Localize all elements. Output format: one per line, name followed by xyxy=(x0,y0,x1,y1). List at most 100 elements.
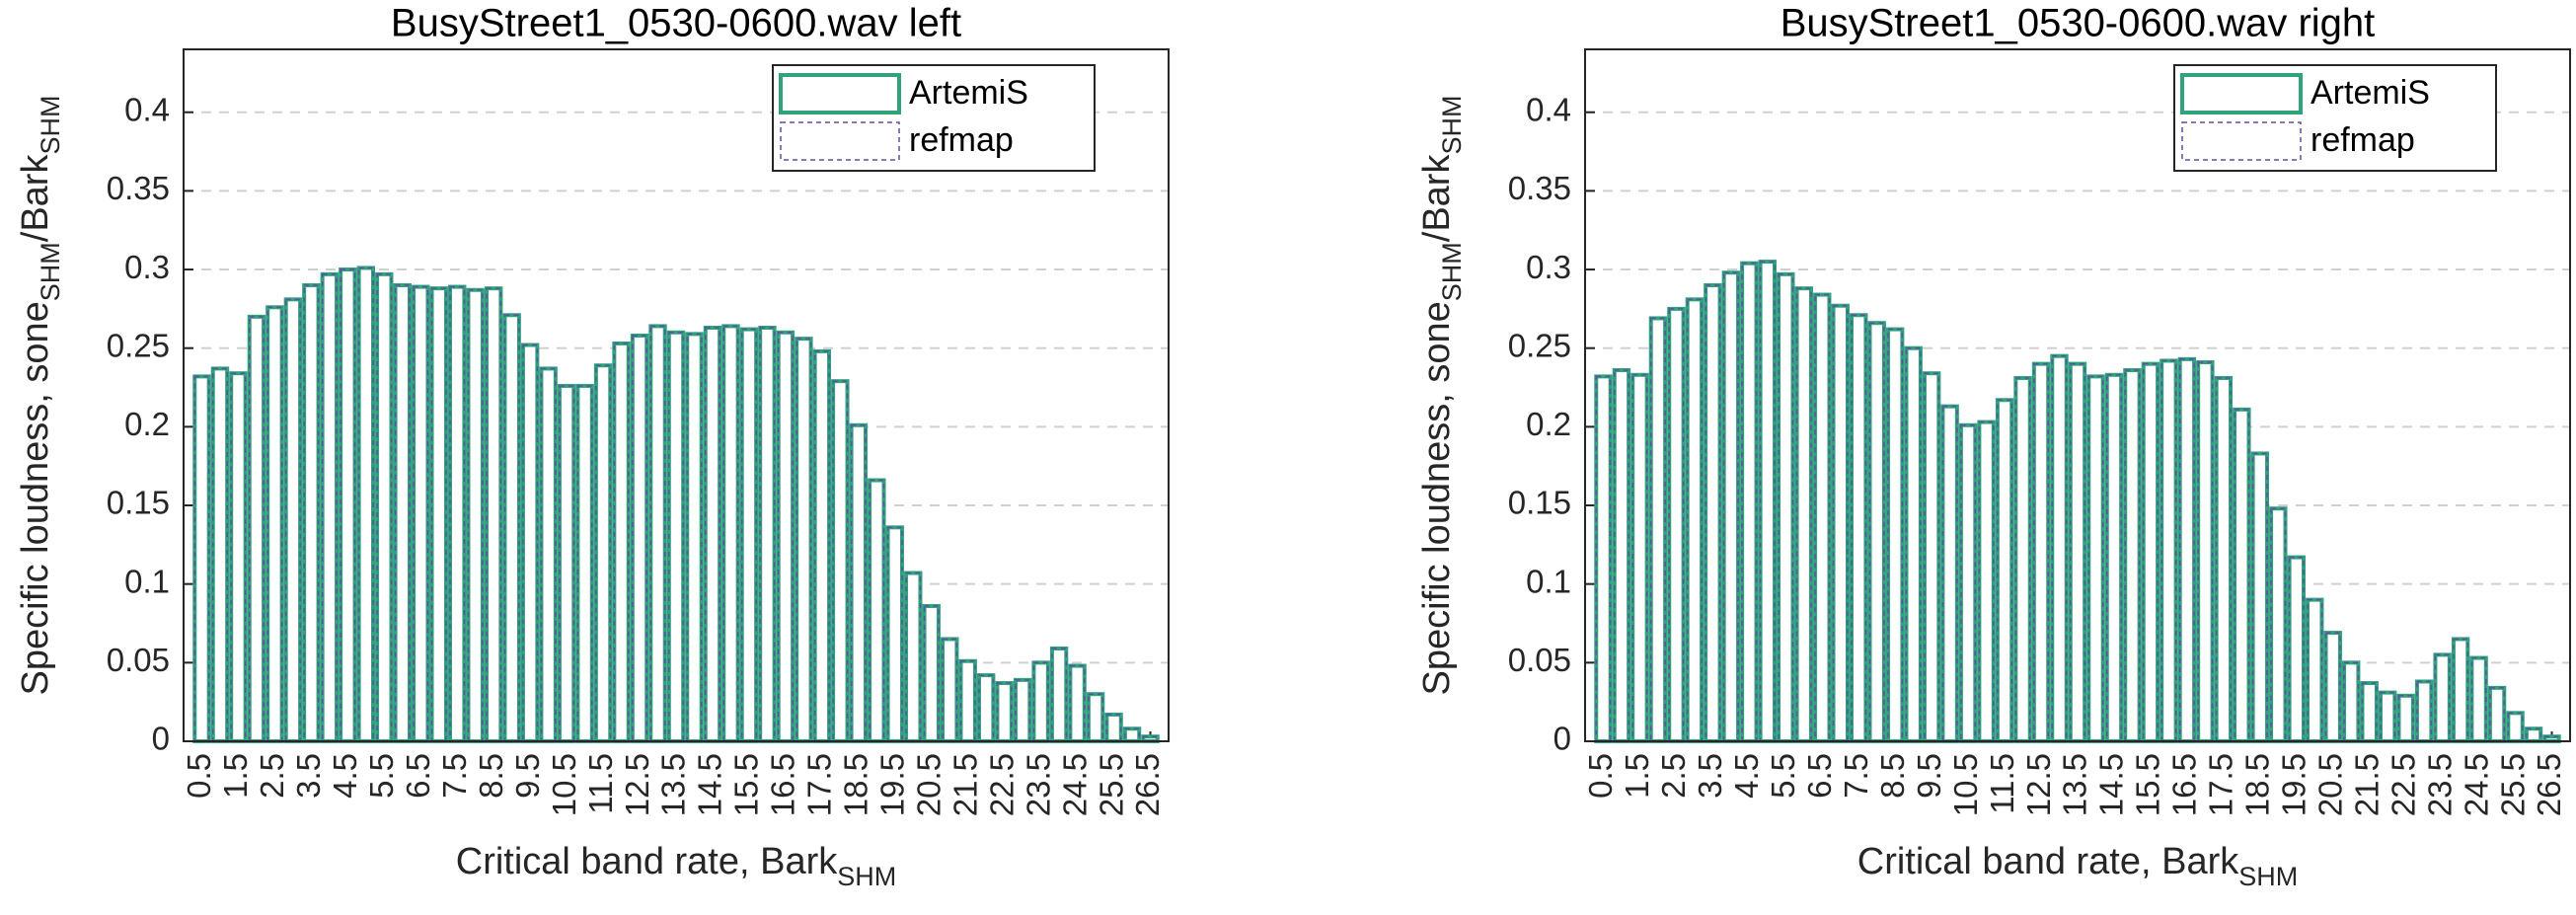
x-tick-label: 9.5 xyxy=(509,753,546,799)
bar xyxy=(942,638,958,742)
x-tick-label: 22.5 xyxy=(983,753,1020,816)
bar xyxy=(2031,361,2051,743)
bar xyxy=(648,324,667,743)
bar xyxy=(303,284,320,742)
bar xyxy=(1685,297,1705,743)
x-tick-label: 4.5 xyxy=(327,753,363,799)
bar xyxy=(2507,712,2524,742)
x-tick-label: 3.5 xyxy=(290,753,327,799)
bar xyxy=(885,525,904,743)
y-axis-label: Specific loudness, soneSHM/BarkSHM xyxy=(15,96,65,696)
legend-label: refmap xyxy=(909,121,1014,159)
bar xyxy=(1924,372,1940,742)
bar xyxy=(502,313,521,743)
bar xyxy=(1758,260,1778,743)
x-tick-label: 23.5 xyxy=(2421,753,2458,816)
bar xyxy=(2068,361,2087,743)
y-tick-label: 0.4 xyxy=(1526,91,1571,127)
y-axis-label-part: SHM xyxy=(1437,242,1467,301)
x-tick-label: 21.5 xyxy=(2348,753,2385,816)
bar xyxy=(976,673,996,743)
y-tick-label: 0.3 xyxy=(1526,249,1571,285)
bar xyxy=(630,333,649,743)
bar xyxy=(2433,652,2452,743)
bar xyxy=(739,327,759,743)
bar xyxy=(2380,691,2396,742)
bar xyxy=(394,284,411,742)
bar xyxy=(2361,682,2378,742)
y-axis-label-part: /Bark xyxy=(1416,154,1458,243)
bar xyxy=(1631,374,1648,742)
x-axis-label: Critical band rate, BarkSHM xyxy=(456,841,897,891)
bar xyxy=(247,314,266,743)
x-tick-label: 6.5 xyxy=(1801,753,1838,799)
bar xyxy=(2360,681,2379,743)
bar xyxy=(1813,292,1832,743)
bar xyxy=(812,348,832,743)
x-tick-label: 21.5 xyxy=(947,753,983,816)
legend-swatch xyxy=(2180,73,2303,114)
bar xyxy=(2524,726,2543,743)
bar xyxy=(1612,368,1631,743)
y-axis-label: Specific loudness, soneSHM/BarkSHM xyxy=(1416,96,1467,696)
x-tick-label: 7.5 xyxy=(436,753,473,799)
bar xyxy=(868,478,886,743)
bar xyxy=(320,271,340,743)
bar xyxy=(2287,555,2306,743)
x-tick-label: 17.5 xyxy=(2203,753,2239,816)
bar xyxy=(448,284,467,743)
y-tick-label: 0.1 xyxy=(124,563,170,599)
bar xyxy=(2324,632,2341,742)
y-axis-label-part: Specific loudness, sone xyxy=(1416,301,1458,695)
bar xyxy=(2104,372,2124,743)
bar xyxy=(2453,638,2469,742)
y-tick-label: 0.15 xyxy=(107,485,170,521)
bar xyxy=(520,343,540,743)
bar xyxy=(2196,360,2215,743)
bar xyxy=(1031,660,1050,743)
bar xyxy=(869,479,885,742)
bar xyxy=(685,332,704,743)
axes-box xyxy=(1584,48,2571,742)
x-tick-label: 25.5 xyxy=(1093,753,1129,816)
bar xyxy=(776,330,796,743)
bar xyxy=(321,273,338,742)
bar xyxy=(484,286,503,743)
bar xyxy=(1630,372,1649,743)
x-tick-label: 5.5 xyxy=(1765,753,1801,799)
bar xyxy=(539,366,558,743)
bar xyxy=(996,682,1013,742)
bar xyxy=(192,374,211,743)
x-tick-label: 20.5 xyxy=(2311,753,2348,816)
y-tick-label: 0.2 xyxy=(124,406,170,442)
x-tick-label: 12.5 xyxy=(619,753,655,816)
x-axis-label-part: SHM xyxy=(837,862,896,891)
bar xyxy=(2269,506,2288,744)
bar xyxy=(2396,693,2415,744)
bar xyxy=(2378,690,2397,744)
bar xyxy=(2013,375,2032,743)
chart-title: BusyStreet1_0530-0600.wav right xyxy=(1780,2,2376,45)
bar xyxy=(1088,693,1104,742)
y-tick-label: 0 xyxy=(1553,721,1571,757)
x-tick-label: 0.5 xyxy=(1582,753,1619,799)
bar xyxy=(2470,656,2487,742)
x-tick-label: 8.5 xyxy=(1874,753,1911,799)
x-axis-label-part: Critical band rate, Bark xyxy=(1857,841,2239,882)
bar xyxy=(210,366,230,743)
bar xyxy=(2451,637,2470,743)
y-tick-label: 0.2 xyxy=(1526,406,1571,442)
bar xyxy=(2177,356,2197,743)
bar xyxy=(849,422,869,743)
legend-label: ArtemiS xyxy=(2311,74,2430,112)
bar xyxy=(412,284,430,743)
bar xyxy=(393,282,412,743)
bar xyxy=(1831,303,1850,743)
bar xyxy=(265,305,284,743)
bar xyxy=(1850,313,1868,743)
bar xyxy=(1960,424,1977,742)
x-tick-label: 6.5 xyxy=(400,753,436,799)
bar xyxy=(575,383,594,743)
bar xyxy=(593,363,613,743)
